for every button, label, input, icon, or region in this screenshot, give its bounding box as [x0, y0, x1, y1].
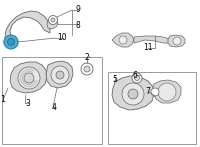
Polygon shape	[46, 61, 73, 88]
Text: 9: 9	[76, 5, 80, 15]
Circle shape	[4, 35, 18, 49]
Circle shape	[24, 73, 34, 83]
Bar	[108, 72, 196, 144]
Text: 6: 6	[133, 71, 137, 80]
Polygon shape	[5, 11, 50, 47]
Circle shape	[56, 71, 64, 79]
Circle shape	[134, 76, 140, 81]
Polygon shape	[8, 60, 50, 95]
Text: 5: 5	[113, 76, 117, 85]
Circle shape	[51, 18, 55, 22]
Polygon shape	[168, 35, 185, 47]
Polygon shape	[112, 76, 154, 110]
Circle shape	[158, 83, 176, 101]
Bar	[2, 57, 102, 144]
Circle shape	[81, 63, 93, 75]
Polygon shape	[112, 33, 134, 47]
Polygon shape	[10, 62, 47, 93]
Circle shape	[151, 88, 159, 96]
Circle shape	[18, 67, 40, 89]
Circle shape	[51, 66, 69, 84]
Text: 4: 4	[52, 102, 56, 112]
Circle shape	[173, 37, 181, 45]
Text: 1: 1	[1, 96, 5, 105]
Circle shape	[132, 73, 142, 83]
Polygon shape	[4, 36, 18, 48]
Polygon shape	[134, 36, 170, 43]
Text: 2: 2	[85, 52, 89, 61]
Circle shape	[122, 83, 144, 105]
Circle shape	[84, 66, 90, 72]
Text: 7: 7	[146, 86, 150, 96]
Text: 8: 8	[76, 20, 80, 30]
Polygon shape	[153, 80, 181, 103]
Circle shape	[128, 89, 138, 99]
Circle shape	[119, 36, 127, 44]
Polygon shape	[47, 18, 58, 29]
Text: 11: 11	[143, 42, 153, 51]
Text: 3: 3	[26, 98, 30, 107]
Text: 10: 10	[57, 34, 67, 42]
Circle shape	[48, 15, 58, 25]
Circle shape	[8, 39, 14, 46]
